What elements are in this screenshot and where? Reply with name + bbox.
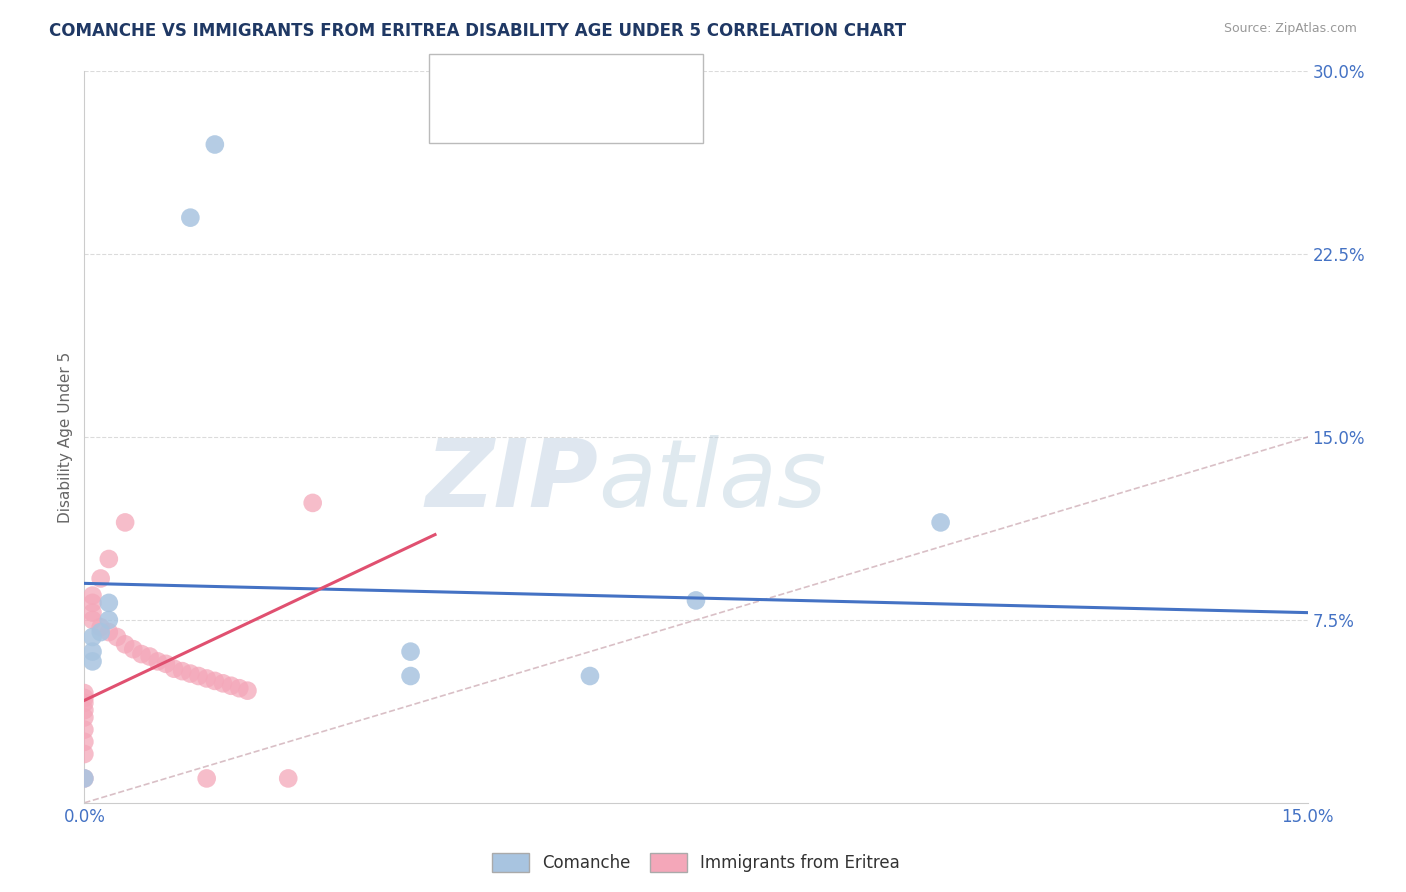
Text: Source: ZipAtlas.com: Source: ZipAtlas.com xyxy=(1223,22,1357,36)
Point xyxy=(195,672,218,686)
Point xyxy=(114,637,136,651)
Text: COMANCHE VS IMMIGRANTS FROM ERITREA DISABILITY AGE UNDER 5 CORRELATION CHART: COMANCHE VS IMMIGRANTS FROM ERITREA DISA… xyxy=(49,22,907,40)
Point xyxy=(187,669,209,683)
Point xyxy=(90,572,112,586)
Point xyxy=(97,613,120,627)
Point xyxy=(73,710,96,724)
Point xyxy=(204,673,226,688)
Point xyxy=(685,593,707,607)
Point xyxy=(105,630,128,644)
Point xyxy=(236,683,259,698)
Legend: Comanche, Immigrants from Eritrea: Comanche, Immigrants from Eritrea xyxy=(485,846,907,879)
Point xyxy=(90,625,112,640)
Point xyxy=(138,649,160,664)
Point xyxy=(73,735,96,749)
Point xyxy=(82,613,104,627)
Point xyxy=(122,642,145,657)
Point xyxy=(179,211,201,225)
Point xyxy=(228,681,250,696)
Text: R =  0.662   N = 38: R = 0.662 N = 38 xyxy=(474,103,657,118)
Point xyxy=(73,703,96,717)
Point xyxy=(195,772,218,786)
Point xyxy=(204,137,226,152)
Point xyxy=(114,516,136,530)
Point xyxy=(73,690,96,705)
Point xyxy=(163,662,186,676)
Point xyxy=(82,606,104,620)
Point xyxy=(277,772,299,786)
Point xyxy=(219,679,242,693)
Point xyxy=(82,654,104,668)
Point xyxy=(172,664,194,678)
Point xyxy=(73,686,96,700)
Point xyxy=(73,723,96,737)
Point xyxy=(131,647,153,661)
Point xyxy=(73,696,96,710)
Text: ZIP: ZIP xyxy=(425,435,598,527)
Point xyxy=(97,596,120,610)
Point xyxy=(179,666,201,681)
Point xyxy=(82,630,104,644)
Point xyxy=(929,516,952,530)
Point xyxy=(301,496,323,510)
Point xyxy=(90,620,112,634)
Point xyxy=(399,669,422,683)
Text: R = -0.018   N = 14: R = -0.018 N = 14 xyxy=(474,62,657,77)
Point xyxy=(97,552,120,566)
Point xyxy=(155,657,177,671)
Point xyxy=(579,669,602,683)
Point xyxy=(399,645,422,659)
Point xyxy=(73,747,96,761)
Point xyxy=(73,772,96,786)
Point xyxy=(73,772,96,786)
Y-axis label: Disability Age Under 5: Disability Age Under 5 xyxy=(58,351,73,523)
Point xyxy=(146,654,169,668)
Point xyxy=(82,645,104,659)
Text: atlas: atlas xyxy=(598,435,827,526)
Point xyxy=(97,625,120,640)
Point xyxy=(82,589,104,603)
Point xyxy=(212,676,235,690)
Point xyxy=(82,596,104,610)
